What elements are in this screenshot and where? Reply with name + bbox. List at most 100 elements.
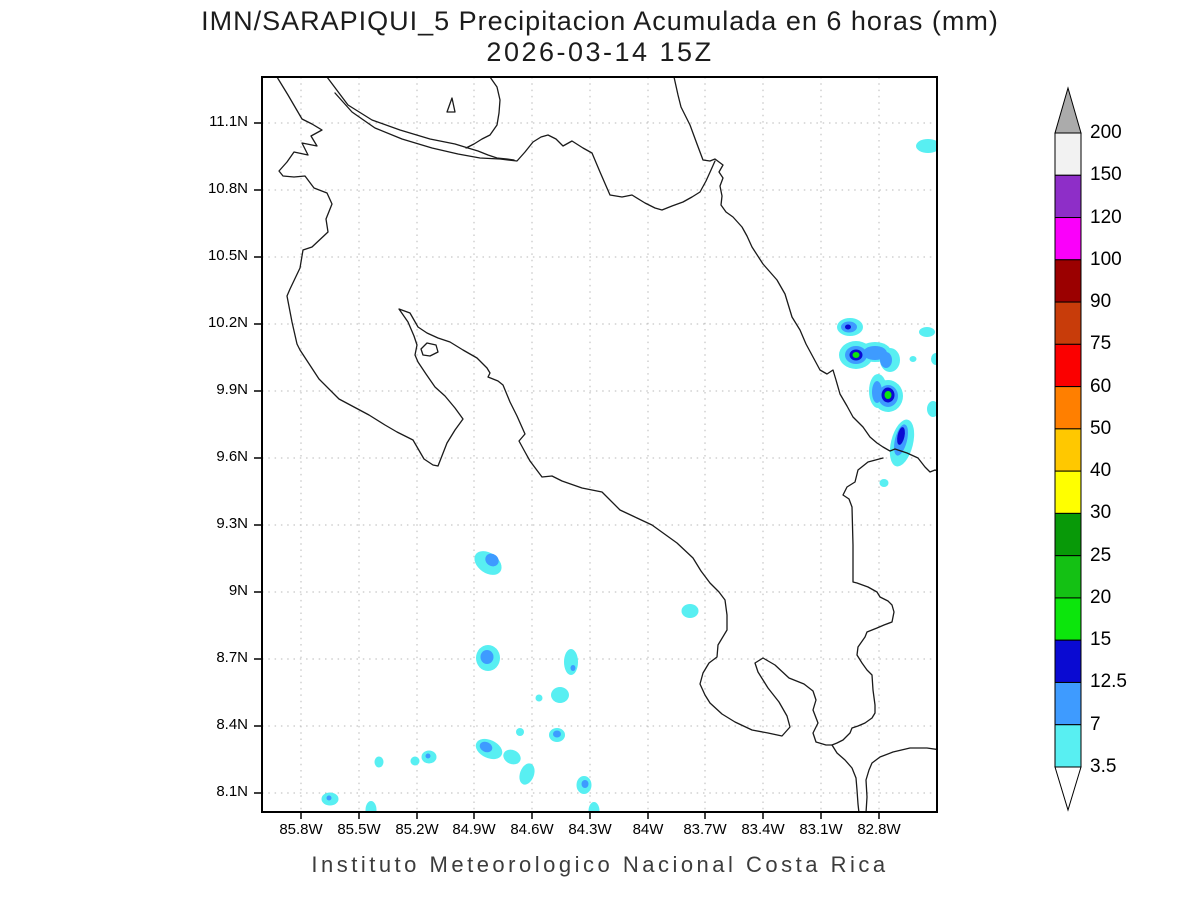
colorbar-tick-12.5: 12.5	[1090, 671, 1127, 693]
colorbar-segment	[1054, 132, 1082, 176]
colorbar-tick-20: 20	[1090, 586, 1112, 608]
precip-cell-3.5mm	[564, 649, 578, 675]
colorbar-tick-100: 100	[1090, 248, 1122, 270]
lat-label-9.9N: 9.9N	[216, 381, 248, 398]
precip-cell-7mm	[425, 753, 431, 759]
map-frame-rect	[261, 76, 938, 813]
lat-label-8.4N: 8.4N	[216, 716, 248, 733]
precip-cell-7mm	[553, 730, 561, 738]
colorbar-segment	[1054, 428, 1082, 472]
precip-cell-7mm	[880, 352, 892, 368]
colorbar-segment	[1054, 639, 1082, 683]
colorbar-tick-30: 30	[1090, 502, 1112, 524]
precip-cell-3.5mm	[919, 327, 935, 337]
colorbar-segment	[1054, 217, 1082, 261]
colorbar-scale	[1054, 86, 1082, 812]
lat-label-9.6N: 9.6N	[216, 448, 248, 465]
precip-cell-7mm	[581, 780, 589, 788]
colorbar-tick-90: 90	[1090, 291, 1112, 313]
lat-label-11.1N: 11.1N	[209, 113, 248, 130]
precip-cell-3.5mm	[374, 756, 384, 768]
lon-label-84.3W: 84.3W	[568, 821, 612, 838]
colorbar-tick-3.5: 3.5	[1090, 756, 1117, 777]
ometepe-island	[446, 97, 456, 113]
lake-nicaragua-south-shore	[326, 77, 515, 161]
lon-label-83.1W: 83.1W	[799, 821, 843, 838]
precip-cell-7mm	[326, 795, 332, 801]
map-frame	[261, 76, 938, 813]
lat-label-8.7N: 8.7N	[216, 649, 248, 666]
precip-cell-7mm	[479, 741, 493, 753]
precip-cell-7mm	[480, 650, 494, 664]
colorbar-tick-50: 50	[1090, 417, 1112, 439]
axis-ticks	[254, 122, 880, 819]
punta-burica-panama-coastline	[865, 747, 937, 812]
lat-label-9N: 9N	[228, 582, 248, 599]
pacific-coastline	[276, 77, 860, 812]
colorbar-segment	[1054, 301, 1082, 345]
precip-cell-3.5mm	[879, 479, 889, 487]
lat-label-10.2N: 10.2N	[207, 314, 248, 331]
caribbean-coastline	[673, 77, 937, 473]
precip-cell-3.5mm	[927, 401, 937, 417]
precip-cell-7mm	[570, 665, 576, 671]
colorbar-tick-75: 75	[1090, 333, 1112, 355]
precip-cell-3.5mm	[931, 353, 937, 365]
lat-label-10.8N: 10.8N	[207, 180, 248, 197]
lon-label-84W: 84W	[632, 821, 664, 838]
lon-label-85.8W: 85.8W	[279, 821, 323, 838]
precip-cell-3.5mm	[916, 139, 937, 153]
precip-cell-3.5mm	[588, 802, 600, 812]
lon-label-83.7W: 83.7W	[683, 821, 727, 838]
precip-cell-3.5mm	[681, 604, 699, 618]
colorbar-segment	[1054, 343, 1082, 388]
precip-cell-15mm	[884, 391, 892, 399]
precip-cell-3.5mm	[503, 749, 521, 765]
lat-label-9.3N: 9.3N	[216, 515, 248, 532]
colorbar-tick-200: 200	[1090, 122, 1122, 143]
colorbar-arrow-above-max	[1054, 86, 1082, 134]
precip-cell-7mm	[485, 553, 499, 567]
colorbar-segment	[1054, 470, 1082, 514]
precip-cell-3.5mm	[535, 694, 543, 702]
map-subtitle: 2026-03-14 15Z	[486, 37, 714, 67]
colorbar-segment	[1054, 174, 1082, 219]
coastline-borders	[276, 77, 937, 812]
lon-label-84.9W: 84.9W	[452, 821, 496, 838]
precip-cell-3.5mm	[516, 728, 524, 736]
colorbar-tick-7: 7	[1090, 713, 1101, 735]
san-juan-river-border	[334, 92, 716, 211]
precip-cell-3.5mm	[551, 687, 569, 703]
lon-label-83.4W: 83.4W	[741, 821, 785, 838]
colorbar-tick-25: 25	[1090, 544, 1112, 566]
colorbar-segment	[1054, 512, 1082, 557]
colorbar-segment	[1054, 259, 1082, 303]
lake-nicaragua-east-shore	[465, 77, 501, 149]
gulf-of-nicoya-island	[420, 342, 439, 357]
panama-border	[831, 457, 895, 746]
lat-label-10.5N: 10.5N	[207, 247, 248, 264]
colorbar-segment	[1054, 386, 1082, 430]
attribution-caption: Instituto Meteorologico Nacional Costa R…	[311, 852, 889, 877]
lat-lon-grid	[262, 77, 937, 812]
lon-label-82.8W: 82.8W	[857, 821, 901, 838]
colorbar-tick-40: 40	[1090, 460, 1112, 482]
map-title: IMN/SARAPIQUI_5 Precipitacion Acumulada …	[201, 6, 999, 36]
colorbar-segment	[1054, 597, 1082, 641]
lon-label-85.2W: 85.2W	[395, 821, 439, 838]
precip-cell-15mm	[852, 352, 860, 358]
precip-cell-12.5mm	[897, 427, 905, 445]
colorbar-tick-120: 120	[1090, 206, 1122, 228]
colorbar-tick-15: 15	[1090, 629, 1112, 651]
lat-label-8.1N: 8.1N	[216, 783, 248, 800]
colorbar-segment	[1054, 724, 1082, 768]
precip-cell-3.5mm	[519, 763, 535, 785]
colorbar-tick-60: 60	[1090, 375, 1112, 397]
lon-label-85.5W: 85.5W	[337, 821, 381, 838]
precip-cell-3.5mm	[410, 756, 420, 766]
colorbar-segment	[1054, 681, 1082, 726]
lon-label-84.6W: 84.6W	[510, 821, 554, 838]
precip-cell-3.5mm	[365, 801, 377, 812]
